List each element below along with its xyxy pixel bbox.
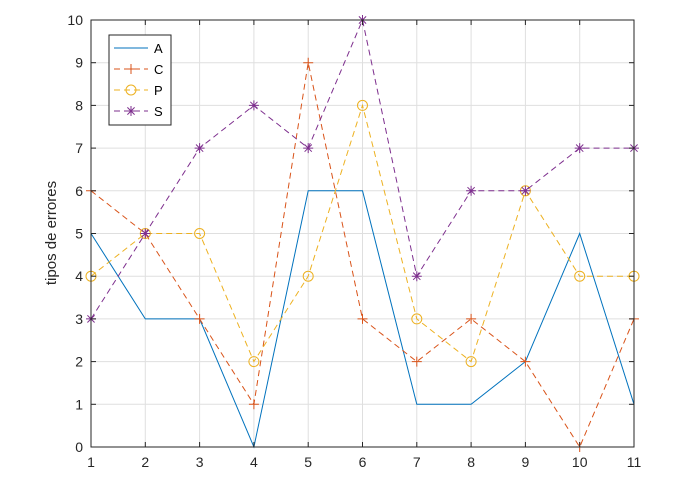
data-point-c (194, 313, 205, 324)
x-axis-ticks: 1 2 3 4 5 6 7 8 9 10 11 (87, 20, 641, 470)
y-tick-label: 5 (75, 226, 83, 242)
data-point-p (194, 228, 206, 239)
data-point-p (465, 356, 477, 368)
y-tick-label: 1 (75, 396, 83, 412)
series-line-a (90, 190, 635, 449)
legend-item-s: S (114, 104, 163, 119)
x-tick-label: 2 (141, 454, 149, 470)
x-tick-label: 1 (87, 454, 95, 470)
legend-label-a: A (154, 41, 163, 56)
x-tick-label: 8 (467, 454, 475, 470)
y-tick-label: 3 (75, 311, 83, 327)
legend-label-c: C (154, 62, 163, 77)
legend-box (108, 34, 172, 126)
series-layer (85, 15, 640, 452)
data-point-s (574, 143, 585, 154)
data-point-p (574, 270, 586, 282)
data-point-c (248, 399, 259, 410)
y-tick-label: 2 (75, 354, 83, 370)
legend-marker-s (126, 106, 136, 116)
x-tick-label: 6 (359, 454, 367, 470)
x-tick-label: 3 (196, 454, 204, 470)
legend-marker-p (125, 84, 137, 96)
data-point-c (357, 313, 368, 324)
y-tick-label: 0 (75, 439, 83, 455)
data-point-s (194, 143, 205, 154)
data-point-s (303, 143, 314, 154)
data-point-s (466, 185, 477, 196)
data-point-c (520, 356, 531, 367)
data-point-s (140, 228, 151, 239)
y-axis-label: tipos de errores (43, 181, 60, 285)
x-tick-label: 5 (304, 454, 312, 470)
data-point-s (520, 185, 531, 196)
x-tick-label: 10 (572, 454, 588, 470)
legend-label-p: P (154, 83, 163, 98)
y-tick-label: 8 (75, 97, 83, 113)
legend-item-a: A (114, 41, 163, 56)
y-tick-label: 9 (75, 55, 83, 71)
x-tick-label: 11 (627, 454, 642, 470)
data-point-p (357, 99, 368, 111)
data-point-c (411, 356, 422, 367)
x-tick-label: 7 (413, 454, 421, 470)
series-line-s (90, 18, 634, 320)
data-point-p (411, 313, 423, 325)
x-tick-label: 4 (250, 454, 258, 470)
y-tick-label: 6 (75, 183, 83, 199)
data-point-c (466, 313, 477, 324)
data-point-p (248, 356, 260, 368)
legend-marker-c (126, 64, 136, 74)
y-tick-label: 7 (75, 140, 83, 156)
series-line-c (90, 62, 635, 449)
data-point-p (302, 270, 314, 282)
data-point-s (411, 271, 422, 282)
data-point-s (248, 100, 259, 111)
legend-item-p: P (114, 83, 163, 98)
x-tick-label: 9 (522, 454, 530, 470)
series-line-p (90, 103, 634, 363)
legend-label-s: S (154, 104, 163, 119)
y-tick-label: 10 (67, 12, 83, 28)
legend-item-c: C (114, 62, 163, 77)
y-tick-label: 4 (75, 268, 83, 284)
data-point-c (303, 57, 314, 68)
series-a (90, 190, 635, 449)
y-axis-ticks: 0 1 2 3 4 5 6 7 8 9 10 (67, 12, 634, 455)
